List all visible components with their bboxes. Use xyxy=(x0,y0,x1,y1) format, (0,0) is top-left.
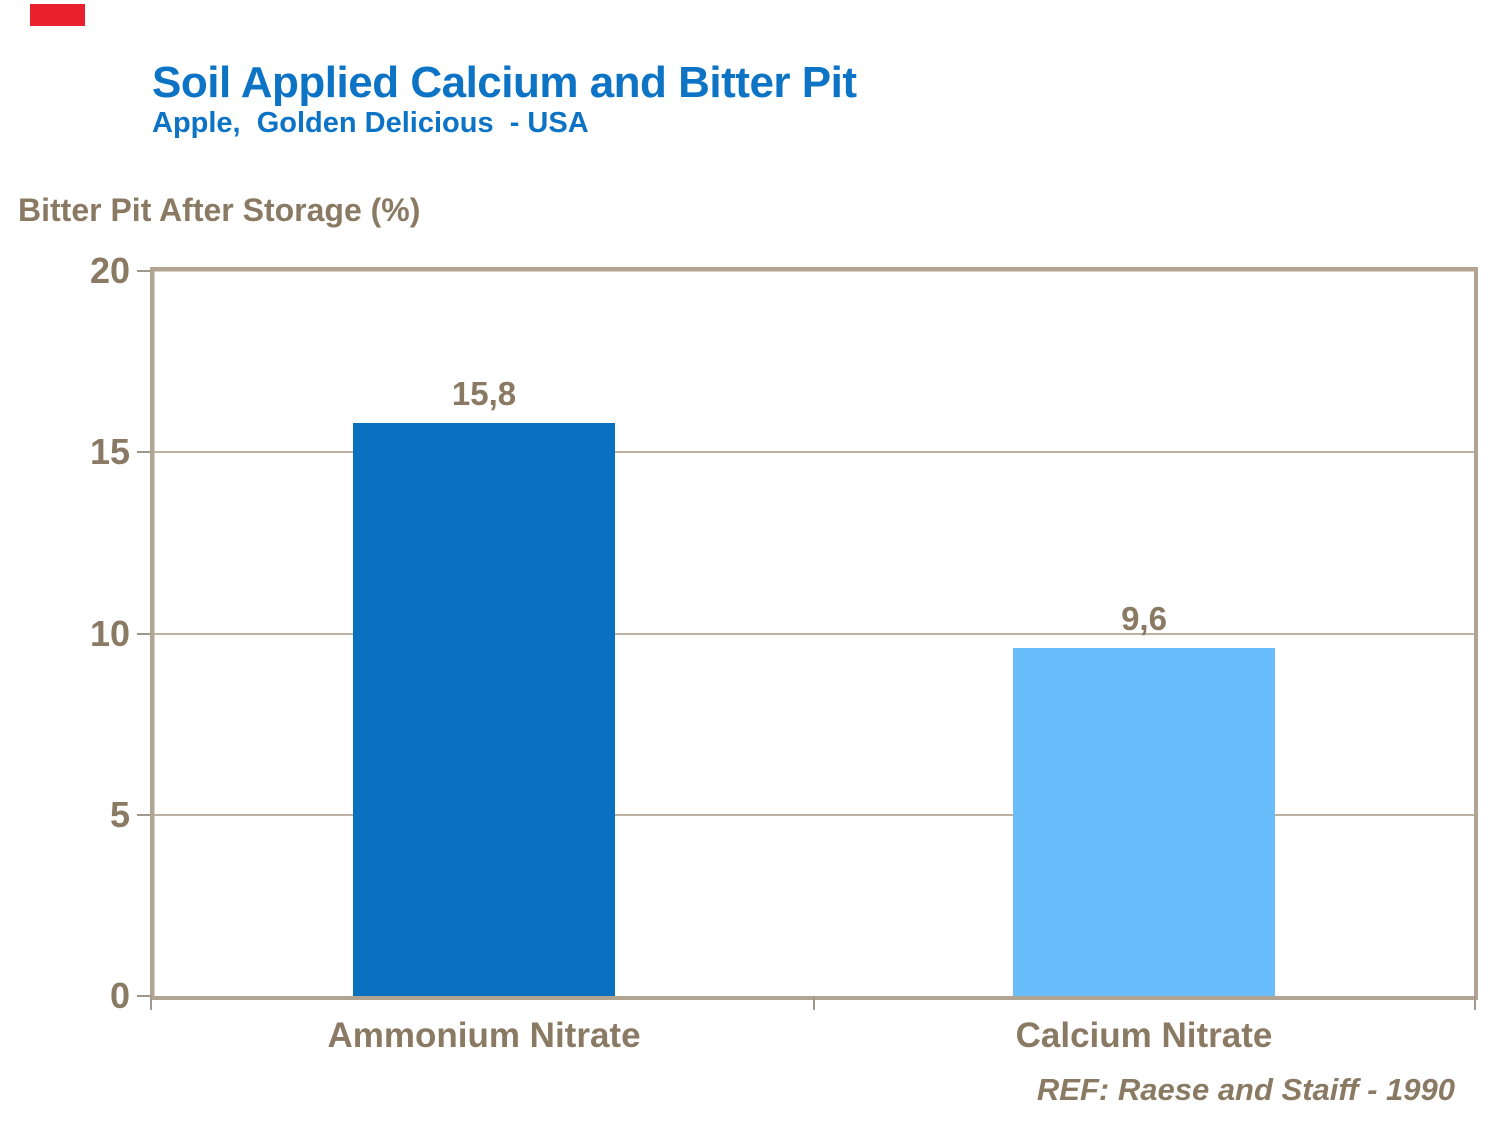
category-label: Ammonium Nitrate xyxy=(327,1016,641,1055)
gridline xyxy=(154,451,1474,454)
y-tick-mark xyxy=(137,451,150,454)
red-corner-mark xyxy=(30,4,85,26)
y-tick-label: 20 xyxy=(89,250,130,291)
gridline xyxy=(154,813,1474,816)
chart-title: Soil Applied Calcium and Bitter Pit xyxy=(152,58,857,107)
y-tick-label: 0 xyxy=(109,975,130,1016)
x-tick-mark xyxy=(1474,996,1476,1010)
y-tick-label: 15 xyxy=(89,431,130,473)
y-tick-mark xyxy=(137,632,150,635)
x-tick-mark xyxy=(813,996,815,1010)
y-tick-label: 10 xyxy=(89,612,130,654)
y-tick-mark xyxy=(137,813,150,816)
y-tick-label: 5 xyxy=(109,793,130,835)
bar-value-label: 9,6 xyxy=(1121,600,1167,637)
y-axis-title: Bitter Pit After Storage (%) xyxy=(18,192,421,228)
x-tick-mark xyxy=(150,996,152,1010)
chart-subtitle: Apple, Golden Delicious - USA xyxy=(152,107,589,139)
y-tick-mark xyxy=(137,995,150,997)
bar-calcium-nitrate xyxy=(1013,648,1275,996)
reference-text: REF: Raese and Staiff - 1990 xyxy=(1036,1072,1455,1107)
bar-value-label: 15,8 xyxy=(451,375,517,413)
plot-area: 0 5 10 15 20 15,8 Ammonium Nitrate 9,6 Calcium N… xyxy=(90,251,1478,1055)
bar-ammonium-nitrate xyxy=(353,423,615,996)
y-tick-mark xyxy=(137,270,150,272)
gridline xyxy=(154,632,1474,635)
category-label: Calcium Nitrate xyxy=(1015,1016,1273,1055)
